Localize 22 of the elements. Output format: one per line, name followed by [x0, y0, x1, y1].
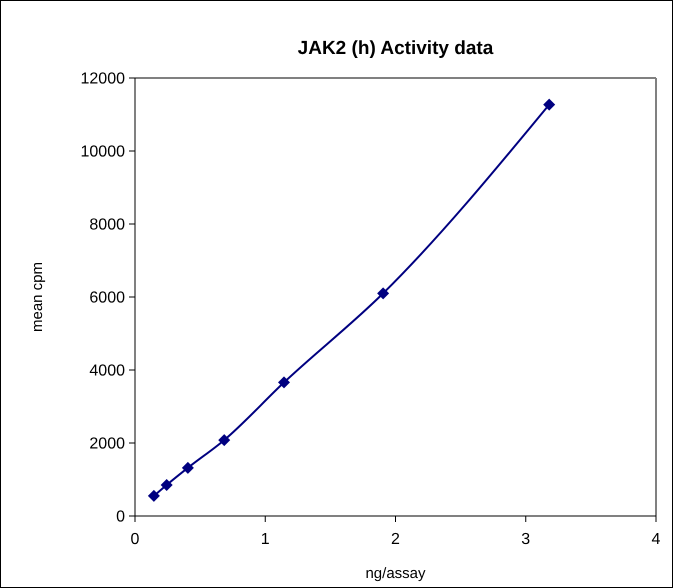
point	[278, 376, 290, 388]
point	[182, 462, 194, 474]
point	[148, 490, 160, 502]
point	[218, 434, 230, 446]
y-tick-label: 12000	[80, 70, 126, 88]
y-tick-label: 0	[116, 508, 126, 526]
point	[160, 478, 173, 491]
x-tick-label: 0	[130, 531, 140, 548]
point	[377, 287, 390, 300]
x-tick-label: 2	[391, 531, 400, 548]
y-tick-label: 4000	[89, 362, 126, 380]
point	[543, 98, 556, 111]
y-axis-title: mean cpm	[29, 262, 46, 332]
x-tick-label: 3	[521, 531, 530, 548]
chart-title: JAK2 (h) Activity data	[298, 38, 494, 59]
x-tick-label: 4	[652, 531, 661, 548]
x-tick-label: 1	[260, 531, 270, 548]
y-tick-label: 2000	[89, 436, 126, 453]
y-tick-label: 10000	[80, 144, 126, 161]
y-tick-label: 8000	[89, 216, 126, 234]
x-axis-title: ng/assay	[365, 565, 426, 582]
y-tick-label: 6000	[89, 290, 126, 307]
